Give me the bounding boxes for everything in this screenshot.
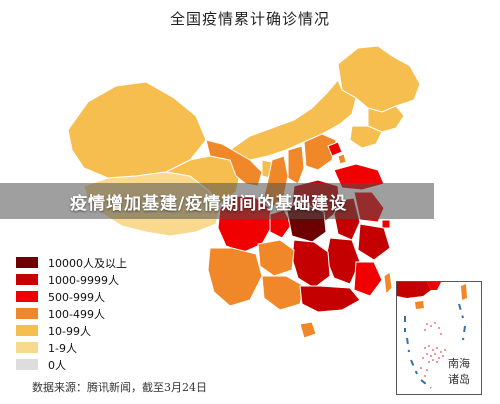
legend-swatch: [16, 274, 38, 285]
legend-label: 10000人及以上: [48, 256, 127, 270]
legend: 10000人及以上 1000-9999人 500-999人 100-499人 1…: [16, 254, 127, 373]
inset-taiwan: [461, 284, 467, 300]
legend-item: 100-499人: [16, 305, 127, 322]
inset-coast-guangdong: [397, 282, 431, 298]
legend-label: 1-9人: [48, 341, 77, 355]
legend-swatch: [16, 325, 38, 336]
region-zhejiang: [357, 223, 391, 261]
region-shanghai: [381, 219, 391, 229]
inset-label-line1: 南海: [448, 357, 470, 370]
region-shanxi: [287, 145, 305, 185]
legend-item: 1-9人: [16, 339, 127, 356]
region-yunnan: [207, 247, 263, 307]
legend-label: 100-499人: [48, 307, 105, 321]
region-hunan: [291, 239, 331, 289]
legend-label: 1000-9999人: [48, 273, 119, 287]
region-fujian: [353, 261, 383, 297]
legend-swatch: [16, 308, 38, 319]
legend-item: 500-999人: [16, 288, 127, 305]
legend-swatch: [16, 257, 38, 268]
region-taiwan: [383, 271, 393, 296]
region-inner-mongolia: [229, 79, 357, 163]
map-title: 全国疫情累计确诊情况: [169, 10, 330, 28]
headline-banner: 疫情增加基建/疫情期间的基础建设: [0, 183, 434, 219]
inset-coast-fujian: [427, 282, 441, 290]
legend-swatch: [16, 342, 38, 353]
legend-label: 10-99人: [48, 324, 91, 338]
legend-item: 10000人及以上: [16, 254, 127, 271]
legend-item: 10-99人: [16, 322, 127, 339]
region-liaoning: [349, 125, 383, 149]
legend-item: 0人: [16, 356, 127, 373]
region-beijing: [327, 141, 343, 157]
inset-label-line2: 诸岛: [448, 373, 470, 386]
region-hainan: [299, 321, 317, 339]
region-xinjiang: [67, 81, 207, 179]
legend-label: 500-999人: [48, 290, 105, 304]
legend-swatch: [16, 359, 38, 370]
region-hebei: [303, 133, 337, 171]
data-source-note: 数据来源：腾讯新闻，截至3月24日: [32, 381, 207, 394]
south-china-sea-inset: 南海 诸岛: [396, 281, 482, 395]
inset-islands: [420, 322, 446, 377]
inset-dashed-line-east: [458, 303, 466, 341]
region-guangxi: [261, 275, 305, 311]
legend-item: 1000-9999人: [16, 271, 127, 288]
region-guangdong: [299, 285, 361, 313]
region-guizhou: [257, 239, 295, 277]
legend-swatch: [16, 291, 38, 302]
legend-label: 0人: [48, 358, 66, 372]
inset-hainan: [415, 301, 424, 309]
region-tianjin: [337, 153, 347, 165]
inset-dashed-line-west: [404, 316, 432, 389]
inset-map: [397, 282, 467, 389]
headline-text: 疫情增加基建/疫情期间的基础建设: [70, 193, 348, 214]
inset-label: 南海 诸岛: [445, 356, 473, 388]
